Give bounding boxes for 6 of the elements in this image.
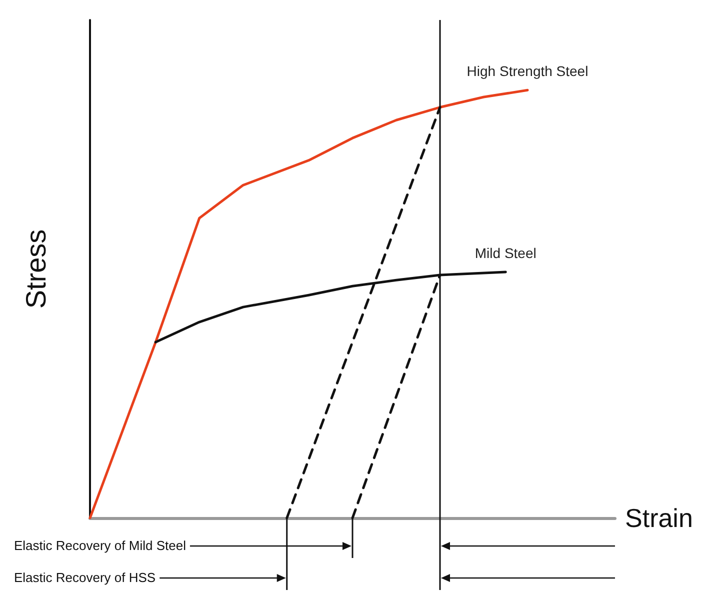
text: Elastic Recovery of Mild Steel	[14, 538, 186, 553]
x-axis-title: Strain	[625, 503, 693, 533]
series-label: Mild Steel	[474, 244, 536, 261]
text: Elastic Recovery of HSS	[14, 570, 156, 585]
y-axis-title: Stress	[20, 229, 52, 309]
series-label: High Strength Steel	[466, 63, 588, 80]
